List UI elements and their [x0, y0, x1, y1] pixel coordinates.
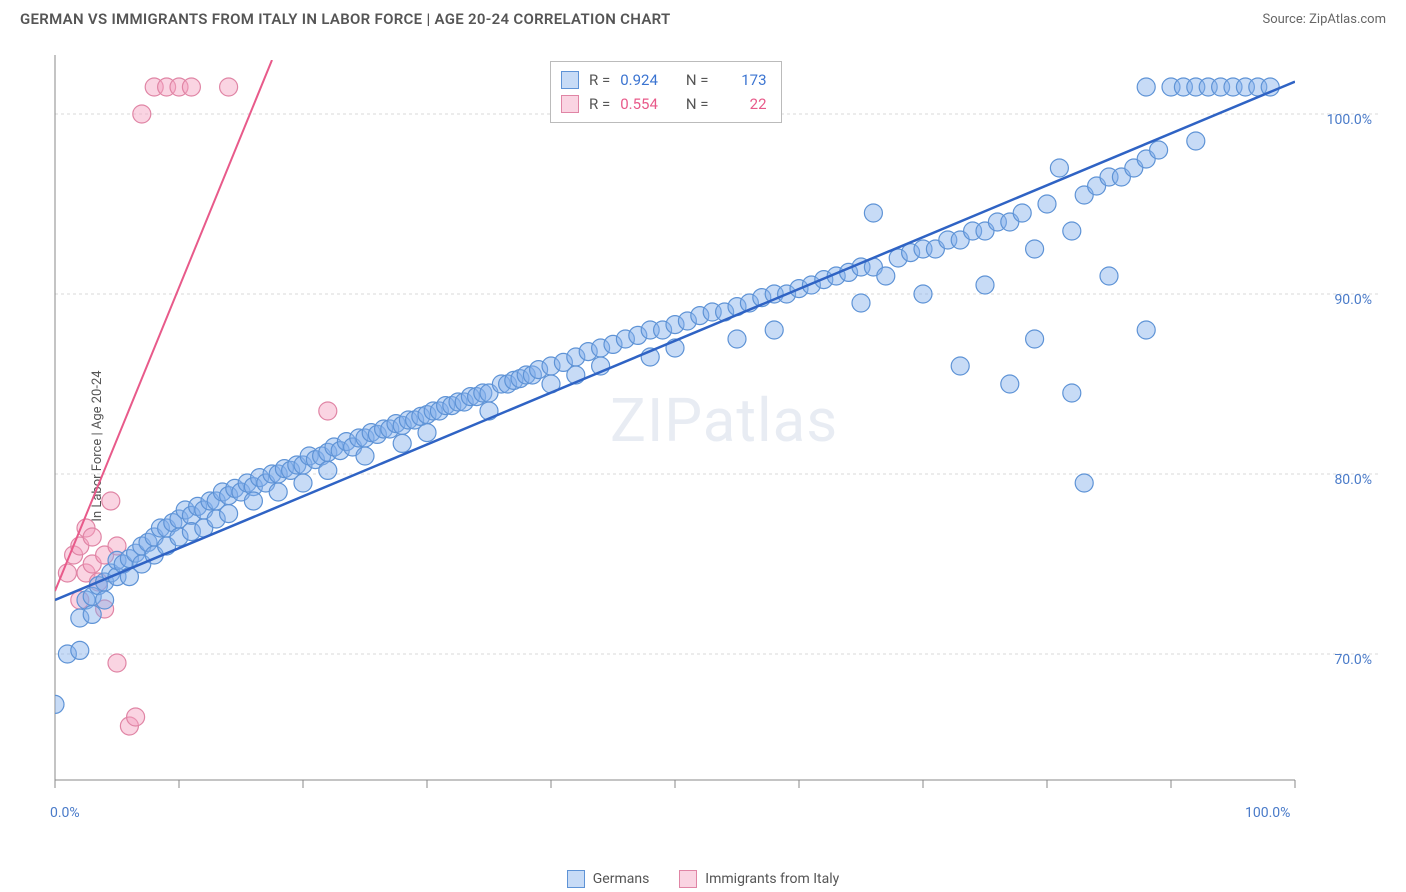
stats-row-series1: R = 0.924 N = 173: [561, 68, 767, 92]
source-label: Source:: [1262, 12, 1309, 27]
x-tick-label-min: 0.0%: [50, 805, 80, 821]
legend-item-series2: Immigrants from Italy: [679, 870, 839, 888]
x-tick-label-max: 100.0%: [1245, 805, 1290, 821]
swatch-series2: [679, 870, 697, 888]
legend-label-series1: Germans: [593, 871, 650, 887]
swatch-series2: [561, 95, 579, 113]
correlation-stats-box: R = 0.924 N = 173 R = 0.554 N = 22: [550, 61, 782, 123]
scatter-chart: [50, 55, 1380, 815]
swatch-series1: [567, 870, 585, 888]
n-label: N =: [686, 68, 709, 92]
title-bar: GERMAN VS IMMIGRANTS FROM ITALY IN LABOR…: [0, 0, 1406, 34]
stats-row-series2: R = 0.554 N = 22: [561, 92, 767, 116]
r-label: R =: [589, 68, 610, 92]
n-label: N =: [686, 92, 709, 116]
n-value-series2: 22: [719, 92, 767, 116]
plot-area: ZIPatlas R = 0.924 N = 173 R = 0.554 N =…: [50, 55, 1380, 815]
source-attribution: Source: ZipAtlas.com: [1262, 12, 1386, 27]
n-value-series1: 173: [719, 68, 767, 92]
legend-label-series2: Immigrants from Italy: [705, 871, 839, 887]
y-tick-label: 70.0%: [1334, 652, 1372, 668]
y-tick-label: 90.0%: [1334, 292, 1372, 308]
r-value-series2: 0.554: [620, 92, 658, 116]
r-label: R =: [589, 92, 610, 116]
r-value-series1: 0.924: [620, 68, 658, 92]
chart-title: GERMAN VS IMMIGRANTS FROM ITALY IN LABOR…: [20, 10, 671, 28]
source-value: ZipAtlas.com: [1309, 12, 1386, 27]
bottom-legend: Germans Immigrants from Italy: [0, 870, 1406, 888]
swatch-series1: [561, 71, 579, 89]
y-tick-label: 100.0%: [1327, 112, 1372, 128]
legend-item-series1: Germans: [567, 870, 650, 888]
y-tick-label: 80.0%: [1334, 472, 1372, 488]
